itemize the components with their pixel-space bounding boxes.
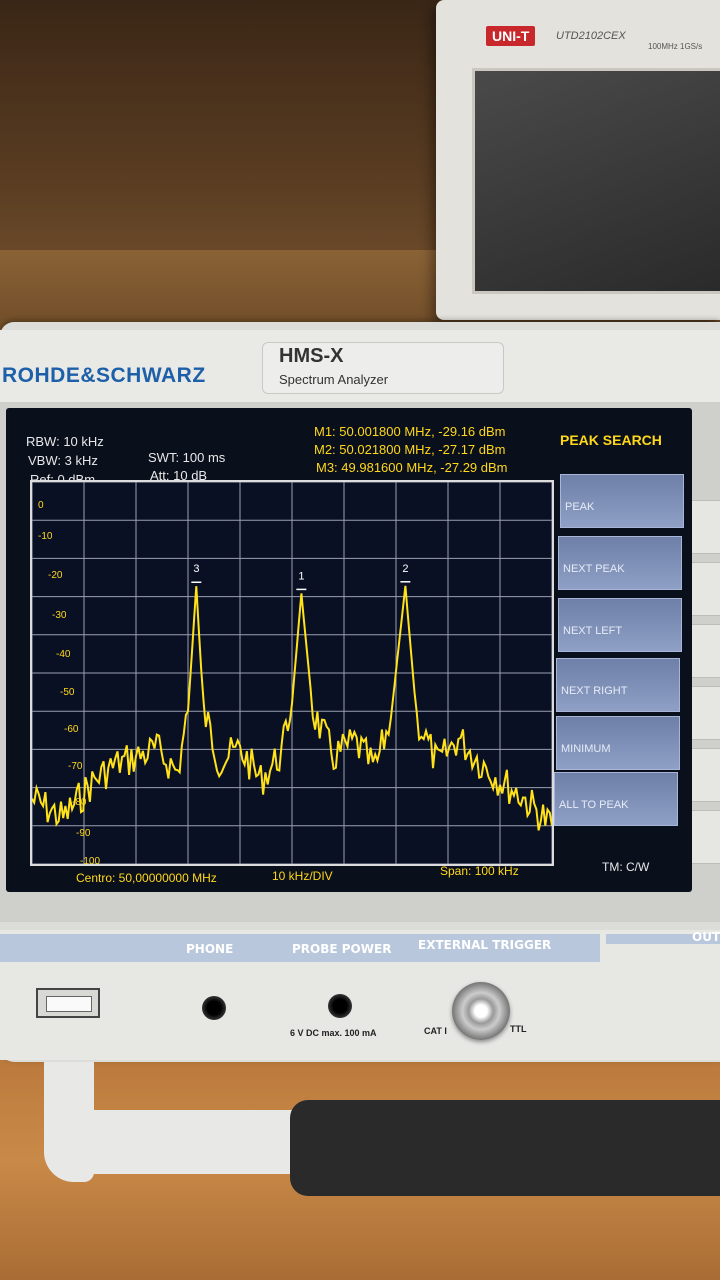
marker-3-readout: M3: 49.981600 MHz, -27.29 dBm xyxy=(316,460,508,475)
spectrum-trace xyxy=(32,585,552,831)
y-tick-label: 0 xyxy=(38,500,44,511)
usb-port[interactable] xyxy=(36,988,100,1018)
headphone-jack[interactable] xyxy=(202,996,226,1020)
marker-label: 1 xyxy=(298,570,304,582)
y-tick-label: -70 xyxy=(68,761,83,772)
model-name: HMS-X xyxy=(279,345,344,367)
oscilloscope-spec: 100MHz 1GS/s xyxy=(648,42,703,51)
span-readout: Span: 100 kHz xyxy=(440,864,519,878)
ttl-label: TTL xyxy=(510,1024,527,1034)
sweep-time-readout: SWT: 100 ms xyxy=(148,450,226,465)
y-tick-label: -10 xyxy=(38,531,53,542)
vbw-readout: VBW: 3 kHz xyxy=(28,453,98,468)
marker-label: 3 xyxy=(193,563,199,575)
rbw-readout: RBW: 10 kHz xyxy=(26,434,104,449)
attenuation-readout: Att: 10 dB xyxy=(150,468,208,483)
trigger-bnc-connector[interactable] xyxy=(452,982,510,1040)
usb-port-slot xyxy=(46,996,92,1012)
side-hardware-button[interactable] xyxy=(688,686,720,740)
marker-label: 2 xyxy=(402,563,408,575)
division-readout: 10 kHz/DIV xyxy=(272,869,333,883)
y-tick-label: -30 xyxy=(52,610,67,621)
oscilloscope-brand: UNI-T xyxy=(486,26,536,46)
softkey-next-left[interactable]: NEXT LEFT xyxy=(558,598,682,652)
model-subtitle: Spectrum Analyzer xyxy=(279,372,389,387)
softkey-minimum[interactable]: MINIMUM xyxy=(556,716,680,770)
probe-power-spec: 6 V DC max. 100 mA xyxy=(290,1028,377,1038)
marker-1-readout: M1: 50.001800 MHz, -29.16 dBm xyxy=(314,424,506,439)
front-panel-label-bar-right xyxy=(606,934,720,944)
side-hardware-button[interactable] xyxy=(688,748,720,802)
oscilloscope-model: UTD2102CEX xyxy=(556,30,626,42)
y-tick-label: -100 xyxy=(80,856,101,867)
background-oscilloscope: UNI-T UTD2102CEX 100MHz 1GS/s xyxy=(436,0,720,320)
side-hardware-button[interactable] xyxy=(688,624,720,678)
center-frequency-readout: Centro: 50,00000000 MHz xyxy=(76,871,217,885)
external-trigger-label: EXTERNAL TRIGGER xyxy=(418,938,552,952)
spectrum-svg: 1 2 3 xyxy=(32,482,552,864)
front-panel-label-bar xyxy=(0,934,600,962)
softkey-all-to-peak[interactable]: ALL TO PEAK xyxy=(554,772,678,826)
y-tick-label: -90 xyxy=(76,828,91,839)
carry-handle-grip[interactable] xyxy=(290,1100,720,1196)
softkey-peak[interactable]: PEAK xyxy=(560,474,684,528)
probe-power-jack[interactable] xyxy=(328,994,352,1018)
phone-label: PHONE xyxy=(186,942,234,956)
probe-power-label: PROBE POWER xyxy=(292,942,392,956)
y-tick-label: -40 xyxy=(56,649,71,660)
side-hardware-button[interactable] xyxy=(688,562,720,616)
y-tick-label: -60 xyxy=(64,724,79,735)
output-label: OUT xyxy=(692,930,720,944)
y-tick-label: -20 xyxy=(48,570,63,581)
side-hardware-button[interactable] xyxy=(688,810,720,864)
y-tick-label: -50 xyxy=(60,687,75,698)
softkey-next-right[interactable]: NEXT RIGHT xyxy=(556,658,680,712)
side-hardware-button[interactable] xyxy=(688,500,720,554)
y-tick-label: -80 xyxy=(72,797,87,808)
softkey-next-peak[interactable]: NEXT PEAK xyxy=(558,536,682,590)
trace-mode-readout: TM: C/W xyxy=(602,860,650,874)
spectrum-plot: 1 2 3 xyxy=(30,480,554,866)
model-plate: HMS-X Spectrum Analyzer xyxy=(262,342,504,394)
brand-logo: ROHDE&SCHWARZ xyxy=(2,364,206,387)
cat-rating: CAT I xyxy=(424,1026,447,1036)
oscilloscope-screen xyxy=(472,68,720,294)
marker-2-readout: M2: 50.021800 MHz, -27.17 dBm xyxy=(314,442,506,457)
softkey-menu-title: PEAK SEARCH xyxy=(560,432,662,448)
